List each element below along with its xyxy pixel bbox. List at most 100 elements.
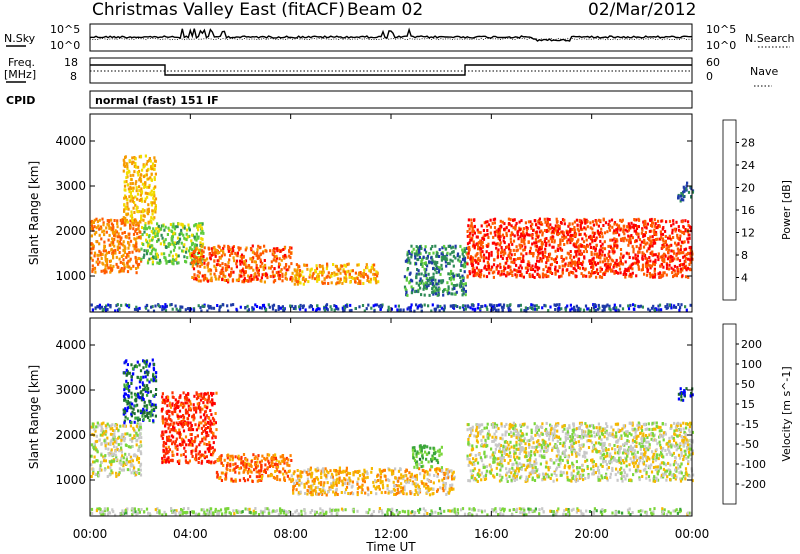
range-gate-cell [276,478,279,481]
range-gate-cell [654,261,657,264]
range-gate-cell [129,257,132,261]
range-gate-cell [668,244,671,248]
range-gate-cell [219,455,222,459]
range-gate-cell [164,303,167,307]
range-gate-cell [528,251,531,255]
range-gate-cell [137,457,141,460]
data-region [90,303,692,313]
range-gate-cell [116,308,120,312]
range-gate-cell [197,426,200,430]
range-gate-cell [669,255,672,259]
range-gate-cell [152,394,155,398]
range-gate-cell [185,398,189,402]
range-gate-cell [272,457,275,461]
range-gate-cell [547,266,550,270]
range-gate-cell [651,238,654,242]
range-gate-cell [130,195,133,199]
range-gate-cell [631,236,634,240]
range-gate-cell [354,271,357,275]
range-gate-cell [520,266,523,270]
range-gate-cell [290,246,293,250]
range-gate-cell [138,199,141,202]
range-gate-cell [129,460,132,464]
range-gate-cell [533,219,536,222]
range-gate-cell [261,304,265,307]
range-gate-cell [335,305,338,308]
range-gate-cell [128,384,131,388]
range-gate-cell [670,249,673,253]
range-gate-cell [177,254,180,258]
range-gate-cell [228,273,231,277]
range-gate-cell [430,276,434,280]
range-gate-cell [522,254,525,258]
range-gate-cell [663,257,666,261]
range-gate-cell [272,249,275,252]
range-gate-cell [415,262,418,266]
range-gate-cell [196,264,199,268]
range-gate-cell [317,274,320,278]
range-gate-cell [199,306,202,310]
range-gate-cell [493,241,496,245]
range-gate-cell [146,393,149,397]
range-gate-cell [554,224,557,228]
range-gate-cell [91,432,94,436]
range-gate-cell [201,252,204,256]
range-gate-cell [103,468,106,472]
range-gate-cell [98,249,101,253]
range-gate-cell [664,239,667,243]
range-gate-cell [596,268,599,272]
range-gate-cell [685,253,688,257]
range-gate-cell [138,396,141,400]
range-gate-cell [237,454,240,458]
range-gate-cell [530,266,533,270]
range-gate-cell [405,293,408,297]
range-gate-cell [142,210,145,214]
range-gate-cell [101,433,104,437]
range-gate-cell [586,225,589,229]
range-gate-cell [508,251,511,255]
range-gate-cell [580,253,583,256]
range-gate-cell [517,270,520,274]
range-gate-cell [98,469,102,473]
range-gate-cell [435,271,438,275]
range-gate-cell [307,280,310,284]
range-gate-cell [126,387,129,390]
range-gate-cell [685,308,688,312]
range-gate-cell [272,303,276,307]
range-gate-cell [210,391,213,395]
range-gate-cell [594,309,597,312]
range-gate-cell [147,221,150,225]
range-gate-cell [122,158,125,162]
range-gate-cell [298,274,301,278]
range-gate-cell [145,240,148,244]
range-gate-cell [104,446,107,450]
range-gate-cell [671,231,674,235]
range-gate-cell [459,275,462,279]
range-gate-cell [641,227,644,231]
range-gate-cell [551,226,554,230]
range-gate-cell [199,260,202,264]
range-gate-cell [198,271,201,275]
range-gate-cell [134,162,137,165]
range-gate-cell [577,257,581,261]
range-gate-cell [333,304,336,308]
range-gate-cell [161,415,164,419]
range-gate-cell [166,233,169,236]
range-gate-cell [143,164,146,168]
range-gate-cell [91,243,94,247]
range-gate-cell [519,235,522,239]
range-gate-cell [645,273,649,277]
range-gate-cell [172,396,175,399]
range-gate-cell [673,257,676,261]
range-gate-cell [354,307,357,310]
range-gate-cell [243,468,246,472]
range-gate-cell [125,213,128,217]
range-gate-cell [260,463,263,467]
range-gate-cell [588,275,591,279]
range-gate-cell [601,250,604,254]
range-gate-cell [90,256,93,260]
range-gate-cell [625,269,628,273]
range-gate-cell [634,229,638,233]
range-gate-cell [122,248,125,252]
range-gate-cell [154,232,157,236]
